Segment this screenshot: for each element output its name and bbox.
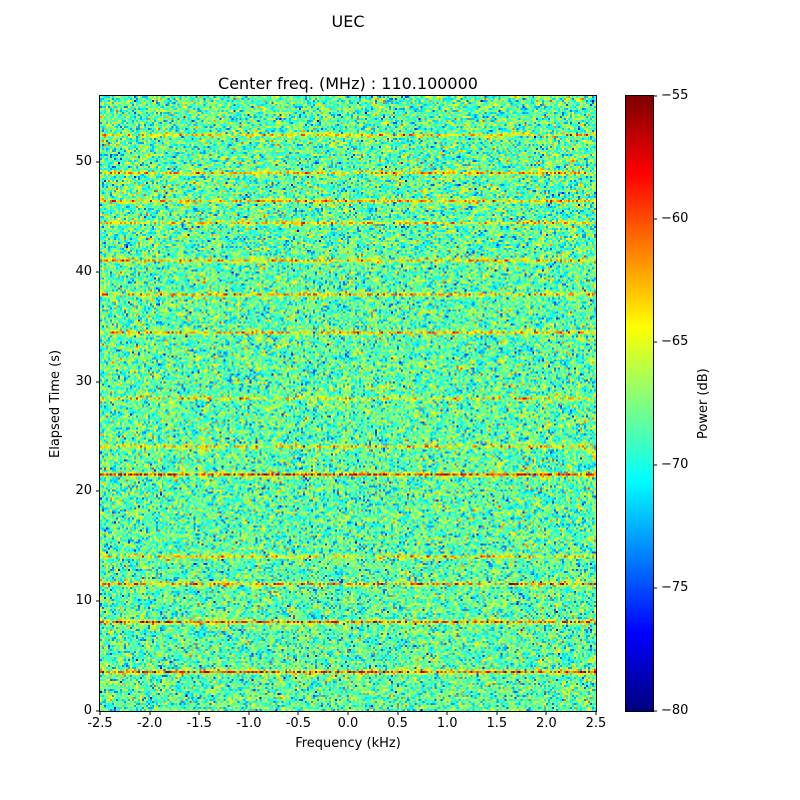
colorbar: −55 −60 −65 −70 −75 −80 <box>625 89 688 718</box>
colorbar-canvas <box>626 96 653 711</box>
x-tick-mark <box>446 711 448 715</box>
header-line-center-freq: Center freq. (MHz) : 110.100000 <box>218 74 478 93</box>
x-tick-label: 1.0 <box>436 716 458 731</box>
y-tick-label: 20 <box>75 483 92 499</box>
y-tick-mark <box>96 490 100 492</box>
x-tick-label: -1.0 <box>236 716 262 731</box>
x-tick-mark <box>297 711 299 715</box>
spectrogram-canvas <box>100 96 596 711</box>
colorbar-tick-mark <box>653 587 657 589</box>
colorbar-tick-label: −70 <box>661 457 689 472</box>
figure-title: UEC <box>331 12 365 31</box>
x-tick-label: -2.0 <box>136 716 163 731</box>
x-tick-label: -0.5 <box>285 716 312 731</box>
y-tick-label: 10 <box>75 593 92 609</box>
y-tick-mark <box>96 381 100 383</box>
x-tick-label: -1.5 <box>186 716 212 731</box>
x-tick-label: 2.0 <box>536 716 557 731</box>
colorbar-tick-mark <box>653 218 657 220</box>
x-tick-label: 0.5 <box>387 716 408 731</box>
colorbar-ticks: −55 −60 −65 −70 −75 −80 <box>653 89 699 718</box>
colorbar-tick-mark <box>653 464 657 466</box>
x-tick-mark <box>496 711 498 715</box>
colorbar-tick-label: −80 <box>661 703 689 718</box>
plot-area: -2.5 -2.0 -1.5 -1.0 -0.5 0.0 0.5 1.0 1.5 2.0 2.5 0… <box>75 95 606 731</box>
colorbar-tick-label: −60 <box>661 211 689 226</box>
y-tick-label: 40 <box>75 263 92 279</box>
colorbar-tick-label: −75 <box>661 580 689 595</box>
x-tick-mark <box>198 711 200 715</box>
y-tick-mark <box>96 710 100 712</box>
y-tick-label: 30 <box>75 373 92 389</box>
y-tick-mark <box>96 161 100 163</box>
colorbar-tick-label: −55 <box>661 88 689 103</box>
x-axis-ticks: -2.5 -2.0 -1.5 -1.0 -0.5 0.0 0.5 1.0 1.5 2.0 2.5 <box>87 711 606 737</box>
y-tick-label: 0 <box>83 703 92 718</box>
x-tick-label: -2.5 <box>87 716 113 731</box>
colorbar-tick-mark <box>653 95 657 97</box>
y-tick-mark <box>96 600 100 602</box>
x-tick-label: 2.5 <box>585 716 607 731</box>
x-tick-mark <box>347 711 349 715</box>
colorbar-tick-mark <box>653 710 657 712</box>
colorbar-tick-mark <box>653 341 657 343</box>
x-tick-mark <box>397 711 399 715</box>
colorbar-label: Power (dB) <box>696 368 711 439</box>
y-axis-label: Elapsed Time (s) <box>48 349 63 458</box>
x-tick-mark <box>595 711 597 715</box>
x-tick-label: 0.0 <box>337 716 359 731</box>
x-tick-label: 1.5 <box>486 716 508 731</box>
x-tick-mark <box>149 711 151 715</box>
x-axis-label: Frequency (kHz) <box>295 736 401 751</box>
x-tick-mark <box>99 711 101 715</box>
y-axis-ticks: 0 10 20 30 40 50 <box>54 96 100 718</box>
x-tick-mark <box>545 711 547 715</box>
y-tick-mark <box>96 271 100 273</box>
x-tick-mark <box>248 711 250 715</box>
colorbar-tick-label: −65 <box>661 334 689 349</box>
y-tick-label: 50 <box>75 153 92 169</box>
